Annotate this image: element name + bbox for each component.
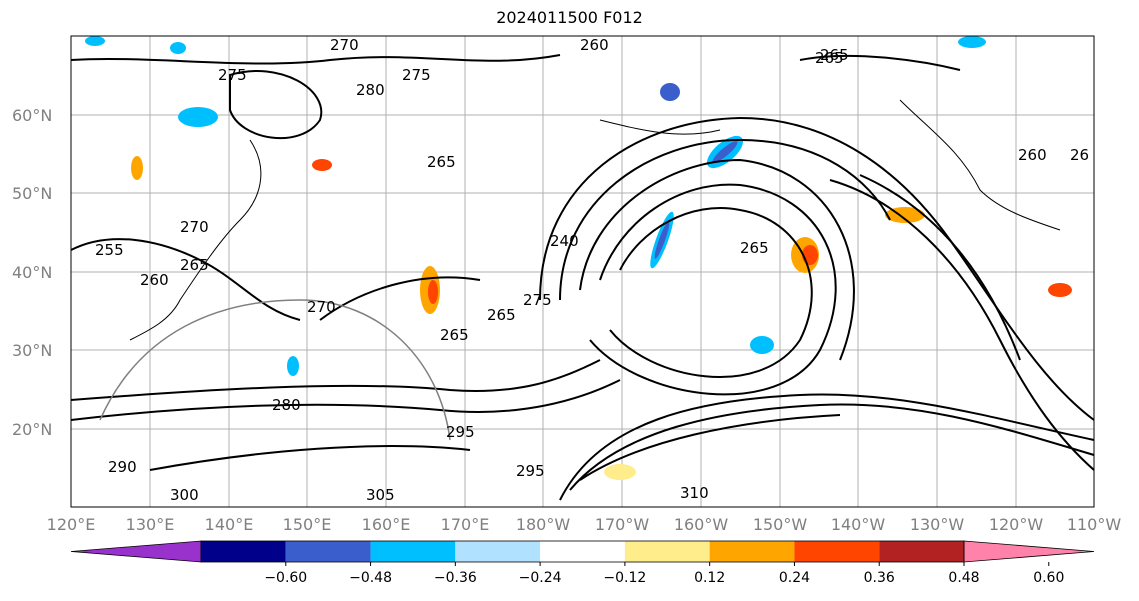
- lon-label: 170°E: [441, 515, 490, 534]
- contour-label: 265: [740, 239, 769, 257]
- colorbar-tick-label: 0.60: [1033, 570, 1064, 586]
- contour-label: 260: [580, 36, 609, 54]
- colorbar-tick-label: 0.12: [694, 570, 725, 586]
- contour-labels: 270 260 265 275 280 275 265 265 270 255 …: [95, 36, 1089, 504]
- lon-label: 110°W: [1067, 515, 1122, 534]
- contour-label: 295: [446, 423, 475, 441]
- contour-label: 240: [550, 232, 579, 250]
- lon-label: 170°W: [595, 515, 650, 534]
- contour-label: 265: [815, 49, 844, 67]
- lon-label: 160°W: [674, 515, 729, 534]
- lon-label: 150°W: [753, 515, 808, 534]
- temperature-contours: [70, 54, 1095, 501]
- contour-label: 310: [680, 484, 709, 502]
- colorbar-extend-high: [963, 540, 1095, 563]
- colorbar-tick-label: −0.24: [519, 570, 562, 586]
- lon-label: 180°W: [516, 515, 571, 534]
- colorbar-tick-label: −0.60: [264, 570, 307, 586]
- contour-label: 260: [140, 271, 169, 289]
- colorbar-segment: [709, 541, 795, 562]
- contour-label: 255: [95, 241, 124, 259]
- great-circle-arc: [99, 299, 451, 441]
- colorbar-tick-label: −0.36: [434, 570, 477, 586]
- coastline: [129, 99, 1061, 341]
- lon-label: 150°E: [283, 515, 332, 534]
- colorbar-tick-label: −0.12: [603, 570, 646, 586]
- contour-label: 305: [366, 486, 395, 504]
- colorbar-segment: [879, 541, 964, 562]
- contour-label: 265: [180, 256, 209, 274]
- lat-label: 30°N: [12, 341, 52, 360]
- colorbar-segment: [201, 541, 286, 562]
- lon-label: 160°E: [362, 515, 411, 534]
- colorbar-segment: [285, 541, 371, 562]
- contour-label: 26: [1070, 146, 1089, 164]
- colorbar-tick-label: 0.36: [864, 570, 895, 586]
- lon-label: 130°E: [126, 515, 175, 534]
- colorbar: −0.60 −0.48 −0.36 −0.24 −0.12 0.12 0.24 0.36 0.4…: [70, 540, 1095, 586]
- contour-label: 270: [180, 218, 209, 236]
- lon-label: 120°W: [989, 515, 1044, 534]
- colorbar-tick-label: 0.24: [779, 570, 810, 586]
- contour-label: 270: [330, 36, 359, 54]
- lat-label: 20°N: [12, 420, 52, 439]
- colorbar-border: [200, 540, 965, 563]
- contour-label: 300: [170, 486, 199, 504]
- map-frame: [70, 35, 1095, 508]
- lat-label: 60°N: [12, 106, 52, 125]
- contour-label: 265: [820, 46, 849, 64]
- graticule: [71, 36, 1094, 507]
- lon-label: 140°E: [205, 515, 254, 534]
- contour-label: 275: [523, 291, 552, 309]
- colorbar-segment: [624, 541, 710, 562]
- colorbar-tick-label: −0.48: [349, 570, 392, 586]
- contour-label: 265: [440, 326, 469, 344]
- map-title: 2024011500 F012: [496, 8, 643, 27]
- contour-label: 280: [272, 396, 301, 414]
- latitude-labels: 60°N 50°N 40°N 30°N 20°N: [12, 106, 52, 439]
- lon-label: 140°W: [831, 515, 886, 534]
- lat-label: 40°N: [12, 263, 52, 282]
- contour-label: 295: [516, 462, 545, 480]
- colorbar-extend-low: [70, 540, 202, 563]
- colorbar-segment: [540, 541, 625, 562]
- contour-label: 275: [402, 66, 431, 84]
- contour-label: 280: [356, 81, 385, 99]
- contour-label: 290: [108, 458, 137, 476]
- contour-label: 270: [307, 298, 336, 316]
- lat-label: 50°N: [12, 184, 52, 203]
- longitude-labels: 120°E 130°E 140°E 150°E 160°E 170°E 180°…: [47, 515, 1122, 534]
- contour-label: 275: [218, 66, 247, 84]
- colorbar-segment: [455, 541, 541, 562]
- contour-label: 265: [427, 153, 456, 171]
- colorbar-tick-label: 0.48: [948, 570, 979, 586]
- colorbar-segment: [370, 541, 456, 562]
- contour-label: 265: [487, 306, 516, 324]
- contour-label: 260: [1018, 146, 1047, 164]
- lon-label: 130°W: [910, 515, 965, 534]
- colorbar-segment: [794, 541, 880, 562]
- lon-label: 120°E: [47, 515, 96, 534]
